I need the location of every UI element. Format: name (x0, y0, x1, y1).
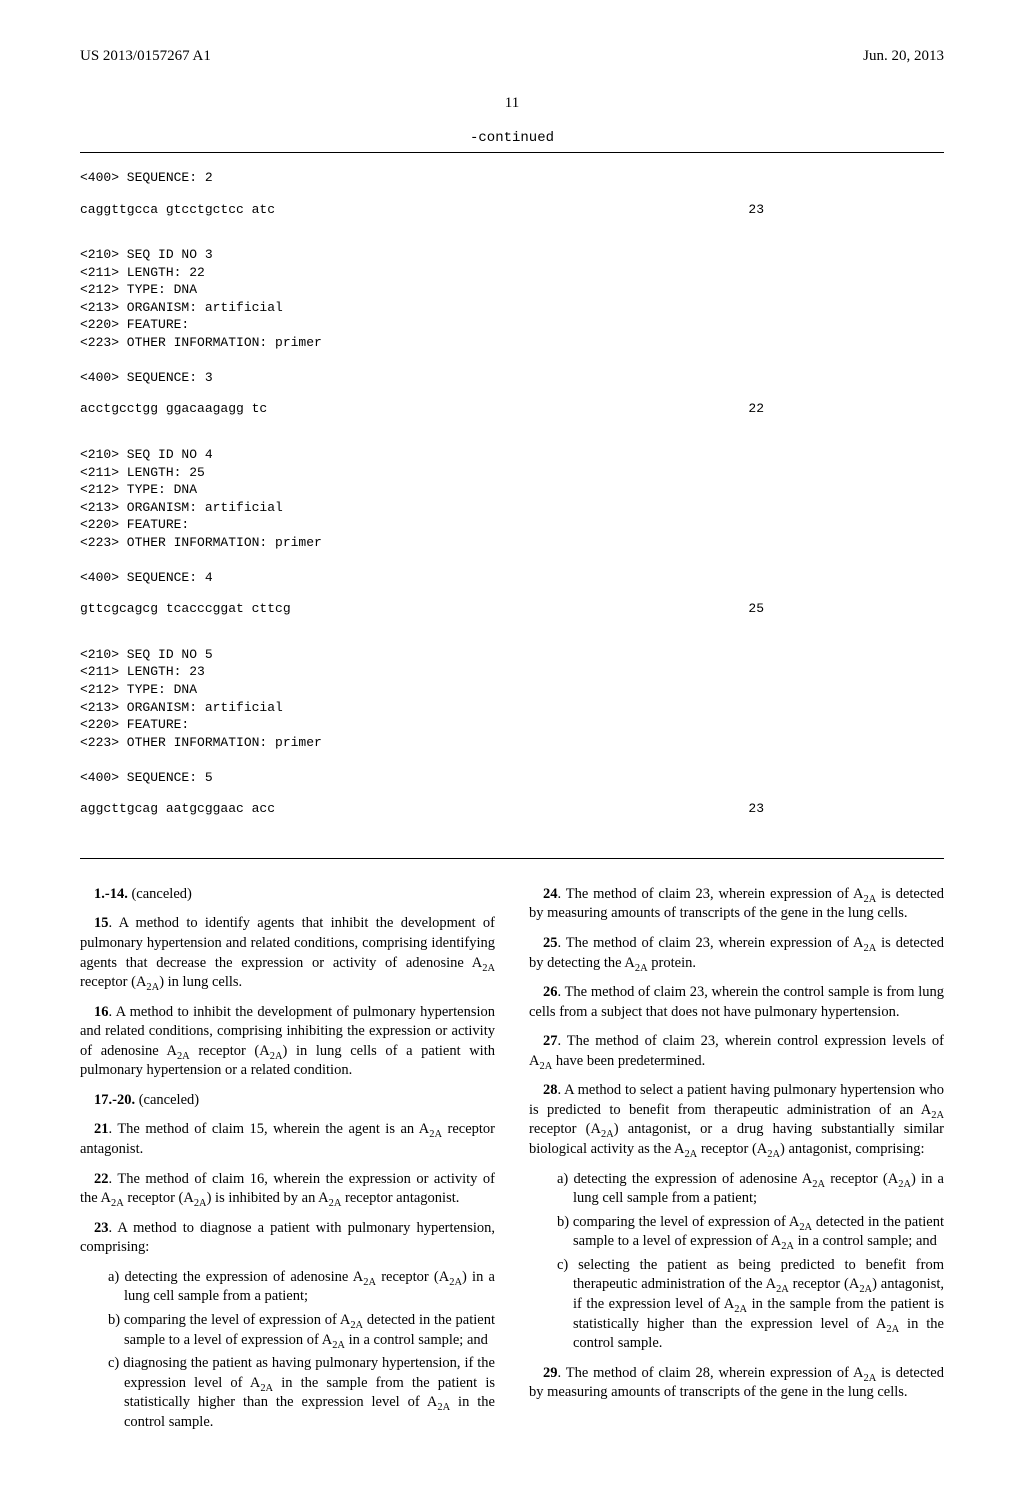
sequence-block: <400> SEQUENCE: 2 caggttgcca gtcctgctcc a… (80, 169, 944, 218)
sequence-meta-line: <400> SEQUENCE: 3 (80, 369, 944, 387)
claim: 17.-20. (canceled) (80, 1091, 495, 1111)
sequence-meta-line: <211> LENGTH: 22 (80, 264, 944, 282)
sequence-meta-line: <223> OTHER INFORMATION: primer (80, 334, 944, 352)
publication-number: US 2013/0157267 A1 (80, 48, 211, 65)
sequence-meta-line: <213> ORGANISM: artificial (80, 499, 944, 517)
sequence-row: aggcttgcag aatgcggaac acc 23 (80, 800, 944, 818)
claim-subitem: a) detecting the expression of adenosine… (108, 1268, 495, 1307)
sequence-meta-line: <212> TYPE: DNA (80, 481, 944, 499)
sequence-divider (80, 858, 944, 859)
claims-column-right: 24. The method of claim 23, wherein expr… (529, 885, 944, 1443)
sequence-row: caggttgcca gtcctgctcc atc 23 (80, 201, 944, 219)
claim: 29. The method of claim 28, wherein expr… (529, 1364, 944, 1403)
sequence-block: <210> SEQ ID NO 5<211> LENGTH: 23<212> T… (80, 646, 944, 818)
claim: 1.-14. (canceled) (80, 885, 495, 905)
sequence-meta-line: <223> OTHER INFORMATION: primer (80, 534, 944, 552)
sequence-meta-line: <213> ORGANISM: artificial (80, 699, 944, 717)
sequence-row: acctgcctgg ggacaagagg tc 22 (80, 400, 944, 418)
claim: 23. A method to diagnose a patient with … (80, 1219, 495, 1258)
claim: 28. A method to select a patient having … (529, 1081, 944, 1159)
claim: 22. The method of claim 16, wherein the … (80, 1170, 495, 1209)
claim-sublist: a) detecting the expression of adenosine… (557, 1170, 944, 1354)
claim: 21. The method of claim 15, wherein the … (80, 1120, 495, 1159)
sequence-meta-line (80, 751, 944, 769)
sequence-string: caggttgcca gtcctgctcc atc (80, 201, 275, 219)
sequence-block: <210> SEQ ID NO 4<211> LENGTH: 25<212> T… (80, 446, 944, 618)
claim: 16. A method to inhibit the development … (80, 1003, 495, 1081)
claim-subitem: b) comparing the level of expression of … (108, 1311, 495, 1350)
sequence-meta-line: <210> SEQ ID NO 3 (80, 246, 944, 264)
sequence-meta-line: <400> SEQUENCE: 5 (80, 769, 944, 787)
claim-subitem: b) comparing the level of expression of … (557, 1213, 944, 1252)
sequence-meta-line: <223> OTHER INFORMATION: primer (80, 734, 944, 752)
claims-container: 1.-14. (canceled) 15. A method to identif… (80, 885, 944, 1443)
sequence-meta-line: <211> LENGTH: 23 (80, 663, 944, 681)
sequence-string: acctgcctgg ggacaagagg tc (80, 400, 267, 418)
sequence-meta-line: <212> TYPE: DNA (80, 281, 944, 299)
claim: 26. The method of claim 23, wherein the … (529, 983, 944, 1022)
claim: 27. The method of claim 23, wherein cont… (529, 1032, 944, 1071)
sequence-length: 23 (748, 800, 944, 818)
claim-subitem: c) diagnosing the patient as having pulm… (108, 1354, 495, 1432)
sequence-meta-line: <210> SEQ ID NO 5 (80, 646, 944, 664)
continued-label: -continued (80, 130, 944, 146)
sequence-meta-line: <213> ORGANISM: artificial (80, 299, 944, 317)
sequence-length: 22 (748, 400, 944, 418)
sequence-block: <210> SEQ ID NO 3<211> LENGTH: 22<212> T… (80, 246, 944, 418)
sequence-meta-line: <211> LENGTH: 25 (80, 464, 944, 482)
sequence-meta-line: <400> SEQUENCE: 4 (80, 569, 944, 587)
claim-subitem: a) detecting the expression of adenosine… (557, 1170, 944, 1209)
claims-column-left: 1.-14. (canceled) 15. A method to identif… (80, 885, 495, 1443)
page-number: 11 (80, 95, 944, 112)
sequence-string: gttcgcagcg tcacccggat cttcg (80, 600, 291, 618)
sequence-meta-line (80, 351, 944, 369)
sequence-meta-line: <220> FEATURE: (80, 516, 944, 534)
sequence-meta-line (80, 551, 944, 569)
claim: 15. A method to identify agents that inh… (80, 914, 495, 992)
page-header: US 2013/0157267 A1 Jun. 20, 2013 (80, 48, 944, 65)
sequence-meta-line: <212> TYPE: DNA (80, 681, 944, 699)
sequence-length: 25 (748, 600, 944, 618)
sequence-meta-line: <210> SEQ ID NO 4 (80, 446, 944, 464)
sequence-string: aggcttgcag aatgcggaac acc (80, 800, 275, 818)
claim-sublist: a) detecting the expression of adenosine… (108, 1268, 495, 1433)
claim: 24. The method of claim 23, wherein expr… (529, 885, 944, 924)
sequence-meta-line: <220> FEATURE: (80, 716, 944, 734)
claim-subitem: c) selecting the patient as being predic… (557, 1256, 944, 1354)
sequence-length: 23 (748, 201, 944, 219)
sequence-row: gttcgcagcg tcacccggat cttcg 25 (80, 600, 944, 618)
sequence-listing: <400> SEQUENCE: 2 caggttgcca gtcctgctcc a… (80, 152, 944, 854)
sequence-meta-line: <400> SEQUENCE: 2 (80, 169, 944, 187)
claim: 25. The method of claim 23, wherein expr… (529, 934, 944, 973)
sequence-meta-line: <220> FEATURE: (80, 316, 944, 334)
publication-date: Jun. 20, 2013 (863, 48, 944, 65)
